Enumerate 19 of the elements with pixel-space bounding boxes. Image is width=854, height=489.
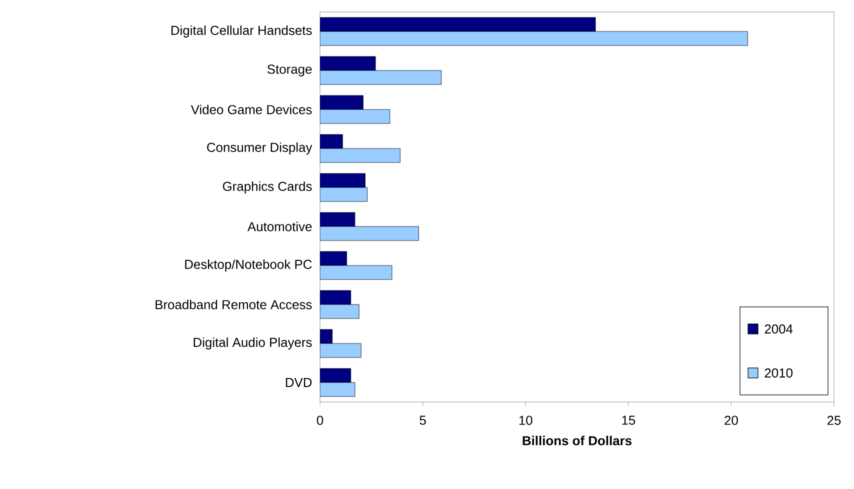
x-tick-label: 0 <box>316 416 324 425</box>
y-tick-label: Consumer Display <box>207 142 312 155</box>
y-tick-label: Desktop/Notebook PC <box>185 259 312 272</box>
legend-label: 2004 <box>764 324 793 334</box>
y-tick-label: Video Game Devices <box>190 104 312 114</box>
y-tick-label: DVD <box>286 378 312 387</box>
x-tick-label: 20 <box>724 416 738 425</box>
x-tick-label: 5 <box>420 416 426 425</box>
x-tick-label: 10 <box>519 416 532 425</box>
x-axis-title: Billions of Dollars <box>522 436 632 446</box>
legend-label: 2010 <box>764 368 793 378</box>
y-tick-label: Digital Cellular Handsets <box>171 25 312 38</box>
y-tick-label: Broadband Remote Access <box>156 300 312 310</box>
y-tick-label: Storage <box>267 64 312 76</box>
y-tick-label: Automotive <box>247 222 312 232</box>
y-tick-label: Graphics Cards <box>222 181 312 194</box>
x-tick-label: 15 <box>622 416 636 425</box>
x-tick-label: 25 <box>827 416 841 425</box>
y-tick-label: Digital Audio Players <box>194 337 312 350</box>
